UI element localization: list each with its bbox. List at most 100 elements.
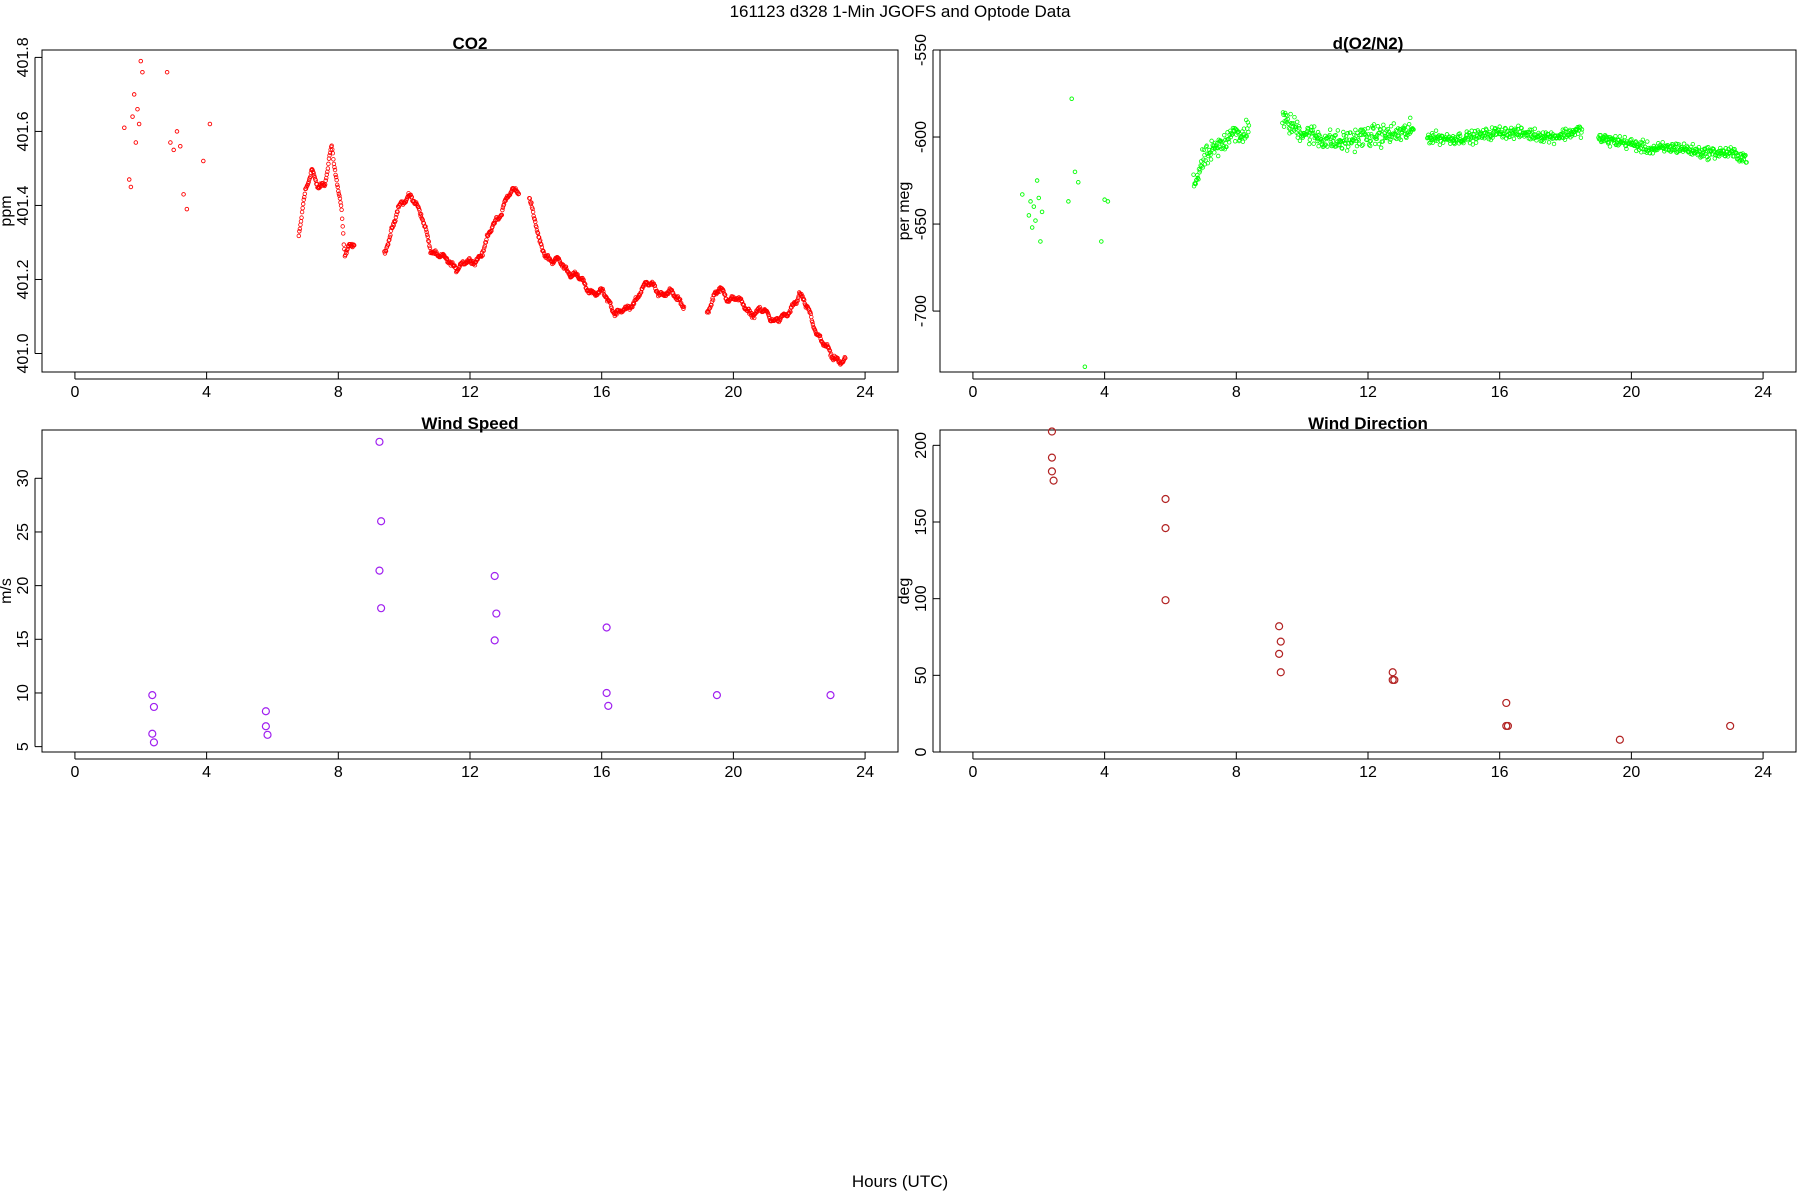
data-point xyxy=(1280,110,1286,115)
data-point xyxy=(1296,124,1302,129)
data-point xyxy=(1288,111,1293,117)
data-point xyxy=(298,222,303,228)
y-tick-label: 401.4 xyxy=(15,185,32,225)
data-point xyxy=(1371,126,1376,131)
data-point xyxy=(640,286,645,291)
x-tick-label: 24 xyxy=(1754,384,1772,401)
data-point xyxy=(503,198,508,203)
data-point xyxy=(138,58,144,64)
data-point xyxy=(1742,153,1748,158)
data-point xyxy=(337,196,343,201)
data-point xyxy=(424,229,429,235)
data-point xyxy=(1368,138,1373,144)
data-point xyxy=(1340,146,1345,151)
data-point xyxy=(1546,140,1552,145)
data-point xyxy=(788,309,793,315)
data-point xyxy=(1466,130,1472,136)
data-point xyxy=(1388,124,1394,129)
data-point xyxy=(532,217,537,222)
data-point xyxy=(1325,144,1330,149)
data-point xyxy=(1376,141,1382,147)
data-point xyxy=(1215,153,1221,159)
panel-1: CO2 0 4 8 12 16 20 24 401.0 401.2 401.4 401.6 401.8 p… xyxy=(0,34,899,401)
data-point xyxy=(352,243,357,248)
data-point xyxy=(334,177,339,183)
data-point xyxy=(1629,137,1634,142)
data-point xyxy=(336,191,342,196)
x-tick-label: 0 xyxy=(968,764,977,781)
data-point xyxy=(1437,142,1443,147)
data-point xyxy=(1406,121,1412,127)
data-point xyxy=(328,147,333,152)
data-point xyxy=(1348,130,1353,135)
x-tick-label: 12 xyxy=(1359,764,1377,781)
data-point xyxy=(1497,124,1502,129)
data-point xyxy=(826,691,835,700)
data-point xyxy=(1207,150,1213,155)
y-tick-label: -700 xyxy=(913,295,930,327)
figure-title: 161123 d328 1-Min JGOFS and Optode Data xyxy=(729,2,1071,21)
data-point xyxy=(1706,156,1711,162)
data-point xyxy=(490,636,499,645)
data-point xyxy=(1314,136,1320,141)
data-point xyxy=(1360,142,1366,147)
data-point xyxy=(1026,213,1032,218)
data-point xyxy=(306,179,311,185)
data-point xyxy=(1047,467,1057,476)
data-point xyxy=(1020,192,1025,197)
x-tick-label: 0 xyxy=(70,384,79,401)
data-point xyxy=(426,239,432,244)
data-point xyxy=(1660,140,1665,145)
data-point xyxy=(1350,136,1355,142)
panel-4: Wind Direction 0 4 8 12 16 20 24 0 50 100 150 200 deg xyxy=(896,414,1797,781)
data-point xyxy=(136,121,142,127)
data-point xyxy=(1512,126,1518,131)
data-point xyxy=(1380,132,1385,137)
data-point xyxy=(492,609,501,618)
data-point xyxy=(339,207,344,213)
data-point xyxy=(1705,157,1710,163)
data-point xyxy=(261,707,270,716)
data-point xyxy=(1339,145,1344,151)
data-point xyxy=(1105,199,1111,204)
data-point xyxy=(1743,153,1748,158)
data-point xyxy=(1452,141,1457,147)
data-point xyxy=(345,246,350,251)
data-point xyxy=(351,242,356,247)
data-point xyxy=(1365,126,1371,131)
data-point xyxy=(178,143,183,149)
panel-2: d(O2/N2) 0 4 8 12 16 20 24 -550 -600 -650 -700 per m… xyxy=(896,34,1797,401)
data-point xyxy=(1503,721,1513,731)
data-point xyxy=(332,165,337,170)
data-point xyxy=(630,304,635,310)
data-point xyxy=(1214,141,1220,146)
data-point xyxy=(1276,668,1285,677)
data-point xyxy=(333,174,339,180)
data-point xyxy=(1305,127,1311,132)
data-point xyxy=(1450,134,1456,139)
data-point xyxy=(1345,131,1350,136)
data-point xyxy=(1380,139,1386,144)
data-point xyxy=(394,212,399,217)
data-point xyxy=(601,289,606,294)
data-point xyxy=(1341,133,1347,138)
data-point xyxy=(1733,150,1738,155)
data-point xyxy=(1530,136,1536,141)
data-point xyxy=(408,192,413,198)
data-point xyxy=(1428,139,1433,145)
y-tick-label: 20 xyxy=(15,577,32,595)
data-point xyxy=(681,304,687,310)
data-point xyxy=(1195,172,1200,178)
data-point xyxy=(1246,123,1252,128)
data-point xyxy=(1297,126,1302,131)
data-point xyxy=(580,278,586,283)
plot-frame xyxy=(41,429,899,753)
data-point xyxy=(1607,144,1613,149)
data-point xyxy=(330,151,336,156)
data-point xyxy=(1082,364,1088,370)
data-point xyxy=(1312,124,1317,129)
data-point xyxy=(1315,138,1320,144)
data-point xyxy=(530,206,535,212)
data-point xyxy=(1201,157,1206,162)
data-point xyxy=(377,517,386,526)
